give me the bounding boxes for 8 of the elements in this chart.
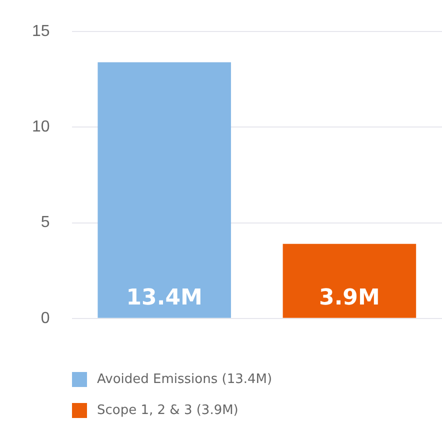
legend-label: Avoided Emissions (13.4M)	[97, 372, 272, 386]
data-label: 3.9M	[319, 286, 380, 311]
legend-label: Scope 1, 2 & 3 (3.9M)	[97, 402, 238, 418]
y-tick-label: 10	[32, 118, 50, 136]
y-tick-label: 5	[40, 214, 50, 232]
data-label: 13.4M	[126, 286, 202, 311]
y-tick-label: 15	[32, 23, 50, 40]
y-tick-label: 0	[40, 310, 50, 327]
